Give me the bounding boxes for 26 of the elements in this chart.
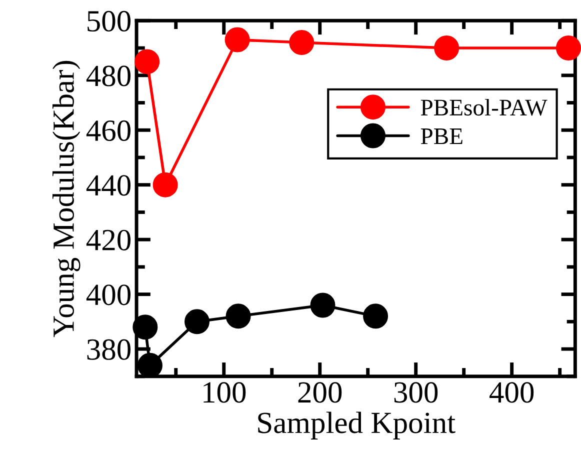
point xyxy=(226,304,251,329)
x-tick-label: 100 xyxy=(204,382,246,403)
x-tick-label: 300 xyxy=(394,382,438,403)
y-tick-label: 420 xyxy=(86,230,131,250)
point xyxy=(134,49,160,74)
point xyxy=(434,36,460,61)
legend-label: PBE xyxy=(420,128,462,144)
point xyxy=(363,304,388,329)
y-tick-label: 480 xyxy=(86,66,131,86)
y-axis-title: Young Modulus(Kbar) xyxy=(52,60,80,338)
y-tick-label: 500 xyxy=(88,10,131,32)
x-axis-title: Sampled Kpoint xyxy=(258,412,456,440)
point xyxy=(184,309,210,334)
y-tick-label: 440 xyxy=(86,175,131,196)
point xyxy=(152,172,178,198)
point xyxy=(310,292,336,318)
y-tick-label: 460 xyxy=(86,120,131,142)
point xyxy=(556,36,581,61)
point xyxy=(132,314,158,340)
y-tick-label: 380 xyxy=(87,339,131,360)
legend-label: PBEsol-PAW xyxy=(420,98,548,116)
point xyxy=(289,30,314,56)
x-tick-label: 400 xyxy=(490,382,534,403)
y-tick-label: 400 xyxy=(86,284,131,306)
x-tick-label: 200 xyxy=(298,382,342,403)
point xyxy=(224,27,250,52)
